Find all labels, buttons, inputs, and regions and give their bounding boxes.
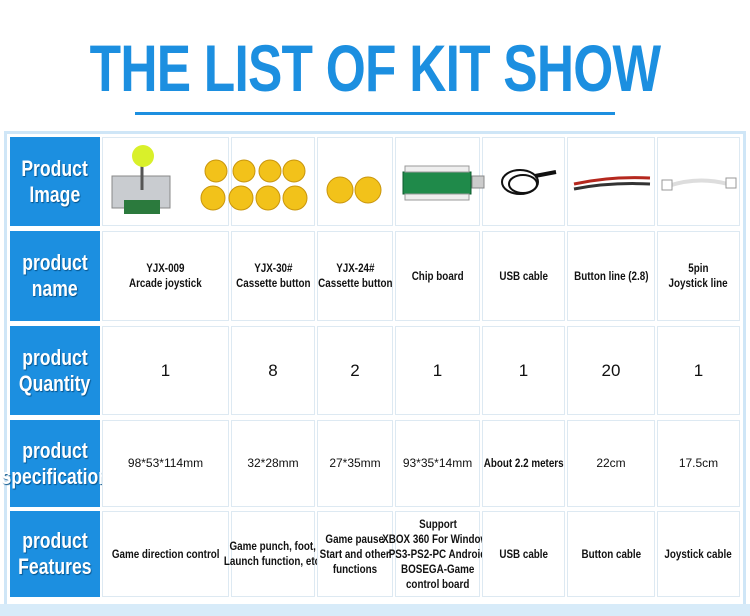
cell-text: Features xyxy=(18,554,92,579)
cell-text: 17.5cm xyxy=(678,456,719,470)
image-cell xyxy=(657,137,740,226)
quantity-cell: 1 xyxy=(395,326,480,415)
cell-text: Joystick line xyxy=(668,276,729,290)
cell-text: Joystick cable xyxy=(664,546,733,561)
row-header: product name xyxy=(10,231,100,321)
cell-text: specification xyxy=(1,463,109,489)
features-cell: Game punch, foot, Launch function, etc. xyxy=(224,511,322,597)
image-cell xyxy=(231,137,315,226)
cell-text: Image xyxy=(29,181,81,207)
row-header: product Quantity xyxy=(10,326,100,415)
specification-cell: 93*35*14mm xyxy=(395,420,480,507)
features-cell: Game pause Start and other functions xyxy=(317,511,393,597)
cell-text: XBOX 360 For Windows xyxy=(381,531,494,546)
quantity-cell: 1 xyxy=(657,326,740,415)
cell-text: Button line (2.8) xyxy=(573,268,649,283)
cell-text: 2 xyxy=(350,361,360,380)
cell-text: Arcade joystick xyxy=(129,276,202,290)
name-cell: Button line (2.8) xyxy=(567,231,655,321)
cell-text: control board xyxy=(405,576,470,591)
cell-text: product xyxy=(22,437,88,463)
cell-text: YJX-24# xyxy=(335,261,375,275)
title: THE LIST OF KIT SHOW xyxy=(89,31,661,105)
cell-text: YJX-009 xyxy=(146,261,185,275)
image-cell xyxy=(317,137,393,226)
specification-cell: 17.5cm xyxy=(657,420,740,507)
cell-text: Cassette button xyxy=(235,276,311,290)
name-cell: YJX-30# Cassette button xyxy=(231,231,315,321)
quantity-cell: 8 xyxy=(231,326,315,415)
features-cell: USB cable xyxy=(482,511,565,597)
cell-text: Game punch, foot, xyxy=(229,539,317,553)
row-header: Product Image xyxy=(10,137,100,226)
name-cell: Chip board xyxy=(395,231,480,321)
cell-text: 20 xyxy=(601,361,621,380)
cell-text: About 2.2 meters xyxy=(483,456,564,470)
cell-text: BOSEGA-Game xyxy=(400,561,475,576)
cell-text: product xyxy=(22,250,88,275)
cell-text: 27*35mm xyxy=(329,456,381,470)
cell-text: USB cable xyxy=(499,268,548,283)
cell-text: USB cable xyxy=(499,546,548,561)
cell-text: 1 xyxy=(160,361,171,380)
cell-text: 32*28mm xyxy=(247,456,299,470)
cell-text: product xyxy=(22,528,88,553)
cell-text: 98*53*114mm xyxy=(127,456,204,470)
name-cell: 5pin Joystick line xyxy=(657,231,740,321)
specification-cell: 27*35mm xyxy=(317,420,393,507)
cell-text: 8 xyxy=(268,361,278,380)
cell-text: 5pin xyxy=(688,261,709,275)
image-cell xyxy=(395,137,480,226)
features-cell: Support XBOX 360 For Windows PS3-PS2-PC An… xyxy=(382,511,493,597)
cell-text: Button cable xyxy=(581,546,641,561)
image-cell xyxy=(102,137,229,226)
cell-text: 1 xyxy=(693,361,704,380)
name-cell: YJX-24# Cassette button xyxy=(317,231,393,321)
features-cell: Button cable xyxy=(567,511,655,597)
cell-text: product xyxy=(22,344,88,370)
cell-text: YJX-30# xyxy=(253,261,293,275)
cell-text: 22cm xyxy=(596,456,626,470)
name-cell: YJX-009 Arcade joystick xyxy=(102,231,229,321)
cell-text: Chip board xyxy=(411,268,464,283)
row-header: product Features xyxy=(10,511,100,597)
specification-cell: 32*28mm xyxy=(231,420,315,507)
title-underline xyxy=(135,112,615,115)
cell-text: Launch function, etc. xyxy=(223,554,323,568)
cell-text: 1 xyxy=(432,361,443,380)
cell-text: functions xyxy=(332,561,378,576)
features-cell: Joystick cable xyxy=(657,511,740,597)
features-cell: Game direction control xyxy=(102,511,229,597)
row-header: product specification xyxy=(1,420,109,507)
quantity-cell: 2 xyxy=(317,326,393,415)
specification-cell: 22cm xyxy=(567,420,655,507)
cell-text: 1 xyxy=(518,361,529,380)
cell-text: Product xyxy=(21,155,89,181)
quantity-cell: 20 xyxy=(567,326,655,415)
cell-text: Quantity xyxy=(19,370,91,396)
cell-text: Game direction control xyxy=(111,546,220,561)
cell-text: 93*35*14mm xyxy=(402,456,473,470)
quantity-cell: 1 xyxy=(102,326,229,415)
cell-text: Start and other xyxy=(320,546,390,561)
cell-text: Cassette button xyxy=(317,276,393,290)
quantity-cell: 1 xyxy=(482,326,565,415)
cell-text: Game pause xyxy=(325,531,385,546)
cell-text: PS3-PS2-PC Android xyxy=(388,546,487,561)
cell-text: Support xyxy=(418,516,457,531)
name-cell: USB cable xyxy=(482,231,565,321)
bottom-bar xyxy=(0,604,750,616)
image-cell xyxy=(482,137,565,226)
specification-cell: About 2.2 meters xyxy=(482,420,565,507)
image-cell xyxy=(567,137,655,226)
cell-text: name xyxy=(31,276,78,301)
specification-cell: 98*53*114mm xyxy=(102,420,229,507)
